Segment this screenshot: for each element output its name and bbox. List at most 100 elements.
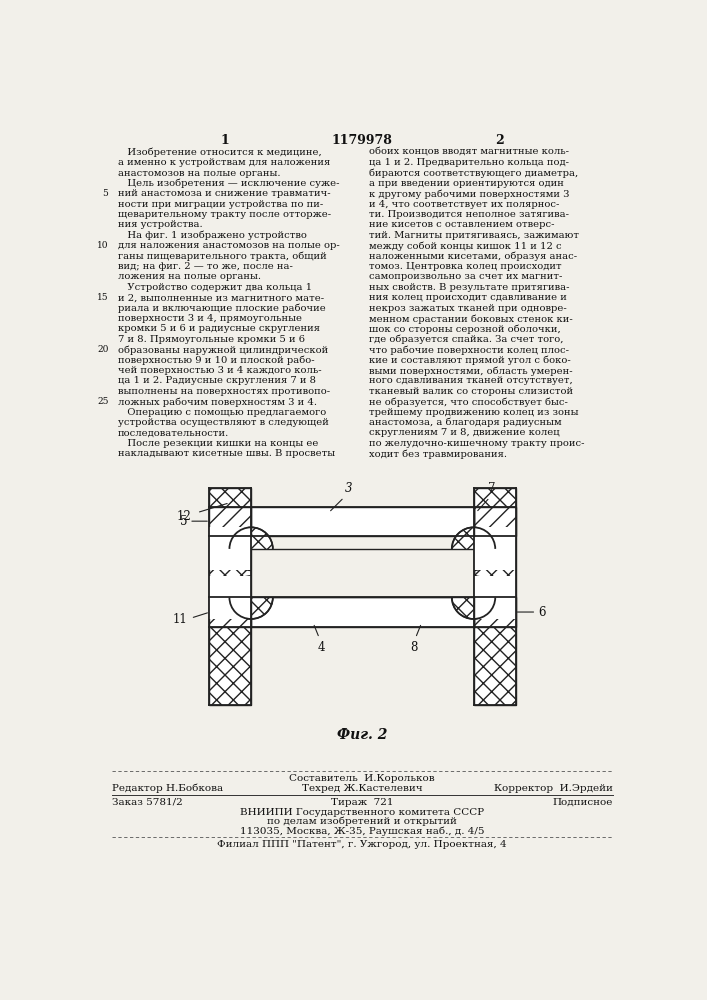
Text: выми поверхностями, область умерен-: выми поверхностями, область умерен-	[369, 366, 573, 376]
Bar	[474, 527, 516, 570]
Text: к другому рабочими поверхностями 3: к другому рабочими поверхностями 3	[369, 189, 569, 199]
Text: а именно к устройствам для наложения: а именно к устройствам для наложения	[118, 158, 330, 167]
Text: Цель изобретения — исключение суже-: Цель изобретения — исключение суже-	[118, 179, 339, 188]
Text: После резекции кишки на концы ее: После резекции кишки на концы ее	[118, 439, 318, 448]
Text: 5: 5	[103, 189, 109, 198]
Text: Составитель  И.Корольков: Составитель И.Корольков	[289, 774, 435, 783]
Bar	[209, 597, 251, 627]
Bar	[251, 549, 474, 597]
Text: где образуется спайка. За счет того,: где образуется спайка. За счет того,	[369, 335, 563, 344]
Text: шок со стороны серозной оболочки,: шок со стороны серозной оболочки,	[369, 324, 561, 334]
Text: 7: 7	[488, 482, 495, 495]
Text: 7 и 8. Прямоугольные кромки 5 и 6: 7 и 8. Прямоугольные кромки 5 и 6	[118, 335, 305, 344]
Bar	[474, 507, 516, 536]
Text: и 2, выполненные из магнитного мате-: и 2, выполненные из магнитного мате-	[118, 293, 324, 302]
Text: ходит без травмирования.: ходит без травмирования.	[369, 449, 507, 459]
Text: образованы наружной цилиндрической: образованы наружной цилиндрической	[118, 345, 328, 355]
Text: устройства осуществляют в следующей: устройства осуществляют в следующей	[118, 418, 329, 427]
Text: ний анастомоза и снижение травматич-: ний анастомоза и снижение травматич-	[118, 189, 330, 198]
Text: ложных рабочим поверхностям 3 и 4.: ложных рабочим поверхностям 3 и 4.	[118, 397, 317, 407]
Text: риала и включающие плоские рабочие: риала и включающие плоские рабочие	[118, 304, 326, 313]
Text: 1: 1	[221, 134, 229, 147]
Bar	[474, 597, 516, 627]
Text: Подписное: Подписное	[553, 798, 613, 807]
Text: ложения на полые органы.: ложения на полые органы.	[118, 272, 261, 281]
Bar	[474, 527, 516, 570]
Bar	[251, 597, 474, 627]
Bar	[209, 576, 251, 619]
Bar	[209, 527, 251, 570]
Text: а при введении ориентируются один: а при введении ориентируются один	[369, 179, 563, 188]
Text: наложенными кисетами, образуя анас-: наложенными кисетами, образуя анас-	[369, 252, 577, 261]
Text: анастомозов на полые органы.: анастомозов на полые органы.	[118, 169, 280, 178]
Text: ти. Производится неполное затягива-: ти. Производится неполное затягива-	[369, 210, 569, 219]
Bar	[209, 488, 251, 705]
Text: ца 1 и 2. Радиусные скругления 7 и 8: ца 1 и 2. Радиусные скругления 7 и 8	[118, 376, 316, 385]
Text: 1179978: 1179978	[332, 134, 392, 147]
Text: томоз. Центровка колец происходит: томоз. Центровка колец происходит	[369, 262, 561, 271]
Text: 25: 25	[97, 397, 109, 406]
Text: поверхностью 9 и 10 и плоской рабо-: поверхностью 9 и 10 и плоской рабо-	[118, 356, 315, 365]
Text: поверхности 3 и 4, прямоугольные: поверхности 3 и 4, прямоугольные	[118, 314, 302, 323]
Text: накладывают кисетные швы. В просветы: накладывают кисетные швы. В просветы	[118, 449, 335, 458]
Text: ганы пищеварительного тракта, общий: ганы пищеварительного тракта, общий	[118, 252, 327, 261]
Text: по желудочно-кишечному тракту проис-: по желудочно-кишечному тракту проис-	[369, 439, 585, 448]
Text: обоих концов вводят магнитные коль-: обоих концов вводят магнитные коль-	[369, 148, 569, 157]
Text: 113035, Москва, Ж-35, Раушская наб., д. 4/5: 113035, Москва, Ж-35, Раушская наб., д. …	[240, 826, 484, 836]
Text: ности при миграции устройства по пи-: ности при миграции устройства по пи-	[118, 200, 323, 209]
Text: щеварительному тракту после отторже-: щеварительному тракту после отторже-	[118, 210, 331, 219]
Text: ВНИИПИ Государственного комитета СССР: ВНИИПИ Государственного комитета СССР	[240, 808, 484, 817]
Text: для наложения анастомозов на полые ор-: для наложения анастомозов на полые ор-	[118, 241, 339, 250]
Text: анастомоза, а благодаря радиусным: анастомоза, а благодаря радиусным	[369, 418, 561, 427]
Text: трейшему продвижению колец из зоны: трейшему продвижению колец из зоны	[369, 408, 578, 417]
Text: 3: 3	[345, 482, 353, 495]
Bar	[474, 576, 516, 619]
Text: 10: 10	[97, 241, 109, 250]
Bar	[209, 507, 251, 536]
Bar	[474, 576, 516, 619]
Ellipse shape	[452, 527, 495, 570]
Text: 6: 6	[538, 606, 545, 619]
Text: 11: 11	[173, 613, 187, 626]
Text: 20: 20	[97, 345, 109, 354]
Text: что рабочие поверхности колец плос-: что рабочие поверхности колец плос-	[369, 345, 569, 355]
Text: чей поверхностью 3 и 4 каждого коль-: чей поверхностью 3 и 4 каждого коль-	[118, 366, 322, 375]
Text: выполнены на поверхностях противопо-: выполнены на поверхностях противопо-	[118, 387, 330, 396]
Text: последовательности.: последовательности.	[118, 428, 229, 437]
Text: тий. Магниты притягиваясь, зажимают: тий. Магниты притягиваясь, зажимают	[369, 231, 579, 240]
Text: ца 1 и 2. Предварительно кольца под-: ца 1 и 2. Предварительно кольца под-	[369, 158, 569, 167]
Text: На фиг. 1 изображено устройство: На фиг. 1 изображено устройство	[118, 231, 307, 240]
Text: между собой концы кишок 11 и 12 с: между собой концы кишок 11 и 12 с	[369, 241, 561, 251]
Text: Редактор Н.Бобкова: Редактор Н.Бобкова	[112, 784, 223, 793]
Text: и 4, что соответствует их полярнос-: и 4, что соответствует их полярнос-	[369, 200, 559, 209]
Text: ние кисетов с оставлением отверс-: ние кисетов с оставлением отверс-	[369, 220, 554, 229]
Bar	[474, 488, 516, 705]
Ellipse shape	[230, 576, 273, 619]
Text: скруглениям 7 и 8, движение колец: скруглениям 7 и 8, движение колец	[369, 428, 559, 437]
Text: по делам изобретений и открытий: по делам изобретений и открытий	[267, 817, 457, 826]
Text: некроз зажатых тканей при одновре-: некроз зажатых тканей при одновре-	[369, 304, 567, 313]
Text: 15: 15	[97, 293, 109, 302]
Text: не образуется, что способствует быс-: не образуется, что способствует быс-	[369, 397, 568, 407]
Text: 12: 12	[177, 510, 192, 523]
Ellipse shape	[452, 576, 495, 619]
Bar	[209, 576, 251, 619]
Text: ния колец происходит сдавливание и: ния колец происходит сдавливание и	[369, 293, 567, 302]
Text: ных свойств. В результате притягива-: ных свойств. В результате притягива-	[369, 283, 569, 292]
Text: вид; на фиг. 2 — то же, после на-: вид; на фиг. 2 — то же, после на-	[118, 262, 293, 271]
Text: Изобретение относится к медицине,: Изобретение относится к медицине,	[118, 148, 322, 157]
Text: Устройство содержит два кольца 1: Устройство содержит два кольца 1	[118, 283, 312, 292]
Text: 4: 4	[317, 641, 325, 654]
Text: бираются соответствующего диаметра,: бираются соответствующего диаметра,	[369, 169, 578, 178]
Text: тканевый валик со стороны слизистой: тканевый валик со стороны слизистой	[369, 387, 573, 396]
Ellipse shape	[230, 527, 273, 570]
Text: Корректор  И.Эрдейи: Корректор И.Эрдейи	[494, 784, 613, 793]
Text: Фиг. 2: Фиг. 2	[337, 728, 387, 742]
Text: ного сдавливания тканей отсутствует,: ного сдавливания тканей отсутствует,	[369, 376, 573, 385]
Text: самопроизвольно за счет их магнит-: самопроизвольно за счет их магнит-	[369, 272, 562, 281]
Text: Операцию с помощью предлагаемого: Операцию с помощью предлагаемого	[118, 408, 326, 417]
Text: кие и составляют прямой угол с боко-: кие и составляют прямой угол с боко-	[369, 356, 571, 365]
Bar	[251, 507, 474, 536]
Text: менном срастании боковых стенок ки-: менном срастании боковых стенок ки-	[369, 314, 573, 324]
Bar	[209, 527, 251, 570]
